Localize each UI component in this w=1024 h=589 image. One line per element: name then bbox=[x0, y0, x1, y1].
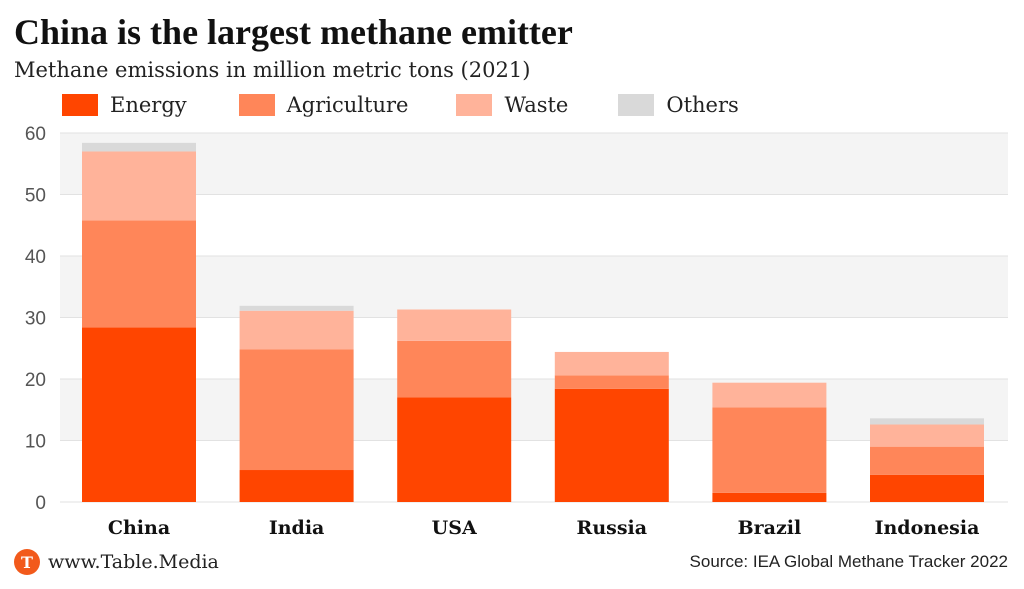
y-tick-label: 40 bbox=[25, 247, 46, 268]
y-tick-label: 60 bbox=[25, 125, 46, 145]
x-tick-label-india: India bbox=[269, 517, 325, 539]
legend-swatch-waste bbox=[456, 94, 493, 116]
bar-agriculture-brazil bbox=[712, 407, 827, 493]
chart-title: China is the largest methane emitter bbox=[14, 12, 573, 52]
legend-item-others: Others bbox=[618, 93, 739, 117]
site-url: www.Table.Media bbox=[48, 551, 219, 573]
bar-energy-usa bbox=[397, 397, 512, 502]
legend-item-agriculture: Agriculture bbox=[238, 93, 409, 117]
legend-label-others: Others bbox=[666, 93, 739, 117]
x-tick-label-brazil: Brazil bbox=[738, 517, 802, 539]
legend-swatch-energy bbox=[62, 94, 98, 116]
y-tick-label: 20 bbox=[25, 370, 46, 391]
x-tick-label-russia: Russia bbox=[577, 517, 648, 539]
bar-agriculture-india bbox=[239, 349, 354, 471]
bar-waste-usa bbox=[397, 309, 512, 341]
source-note: Source: IEA Global Methane Tracker 2022 bbox=[689, 552, 1008, 571]
bar-agriculture-china bbox=[82, 220, 196, 328]
legend-label-agriculture: Agriculture bbox=[286, 93, 409, 117]
legend-label-waste: Waste bbox=[504, 93, 569, 117]
bar-waste-brazil bbox=[712, 382, 827, 408]
bar-energy-india bbox=[239, 470, 354, 502]
bar-agriculture-usa bbox=[397, 340, 512, 398]
bar-agriculture-russia bbox=[554, 375, 669, 389]
bar-energy-brazil bbox=[712, 492, 827, 502]
bar-waste-india bbox=[239, 310, 354, 350]
x-tick-label-indonesia: Indonesia bbox=[875, 517, 980, 539]
bar-waste-china bbox=[82, 151, 196, 221]
bar-others-china bbox=[82, 142, 196, 152]
x-tick-label-usa: USA bbox=[432, 517, 477, 539]
bar-others-indonesia bbox=[870, 418, 984, 425]
legend-swatch-others bbox=[618, 94, 655, 116]
grid-band bbox=[60, 256, 1008, 318]
chart-subtitle: Methane emissions in million metric tons… bbox=[14, 58, 531, 82]
bar-others-india bbox=[239, 305, 354, 311]
x-tick-label-china: China bbox=[108, 517, 170, 539]
y-tick-label: 0 bbox=[35, 493, 46, 514]
stacked-bar-chart: 0 10 20 30 40 50 60 China India USA Russia Brazil In… bbox=[25, 125, 1008, 539]
legend-item-energy: Energy bbox=[62, 93, 187, 117]
y-tick-label: 10 bbox=[25, 432, 46, 453]
bar-energy-indonesia bbox=[870, 474, 984, 502]
legend-item-waste: Waste bbox=[456, 93, 568, 117]
y-tick-label: 50 bbox=[25, 186, 46, 207]
y-tick-label: 30 bbox=[25, 309, 46, 330]
grid-band bbox=[60, 133, 1008, 195]
legend-label-energy: Energy bbox=[110, 93, 187, 117]
table-media-logo: T www.Table.Media bbox=[14, 549, 219, 575]
bar-waste-indonesia bbox=[870, 424, 984, 447]
bar-energy-china bbox=[82, 327, 196, 502]
bar-energy-russia bbox=[554, 388, 669, 502]
legend-swatch-agriculture bbox=[238, 94, 275, 116]
logo-t-icon: T bbox=[14, 549, 40, 575]
grid-band bbox=[60, 379, 1008, 441]
bar-agriculture-indonesia bbox=[870, 446, 984, 475]
legend: Energy Agriculture Waste Others bbox=[62, 90, 739, 120]
bar-waste-russia bbox=[554, 351, 669, 376]
